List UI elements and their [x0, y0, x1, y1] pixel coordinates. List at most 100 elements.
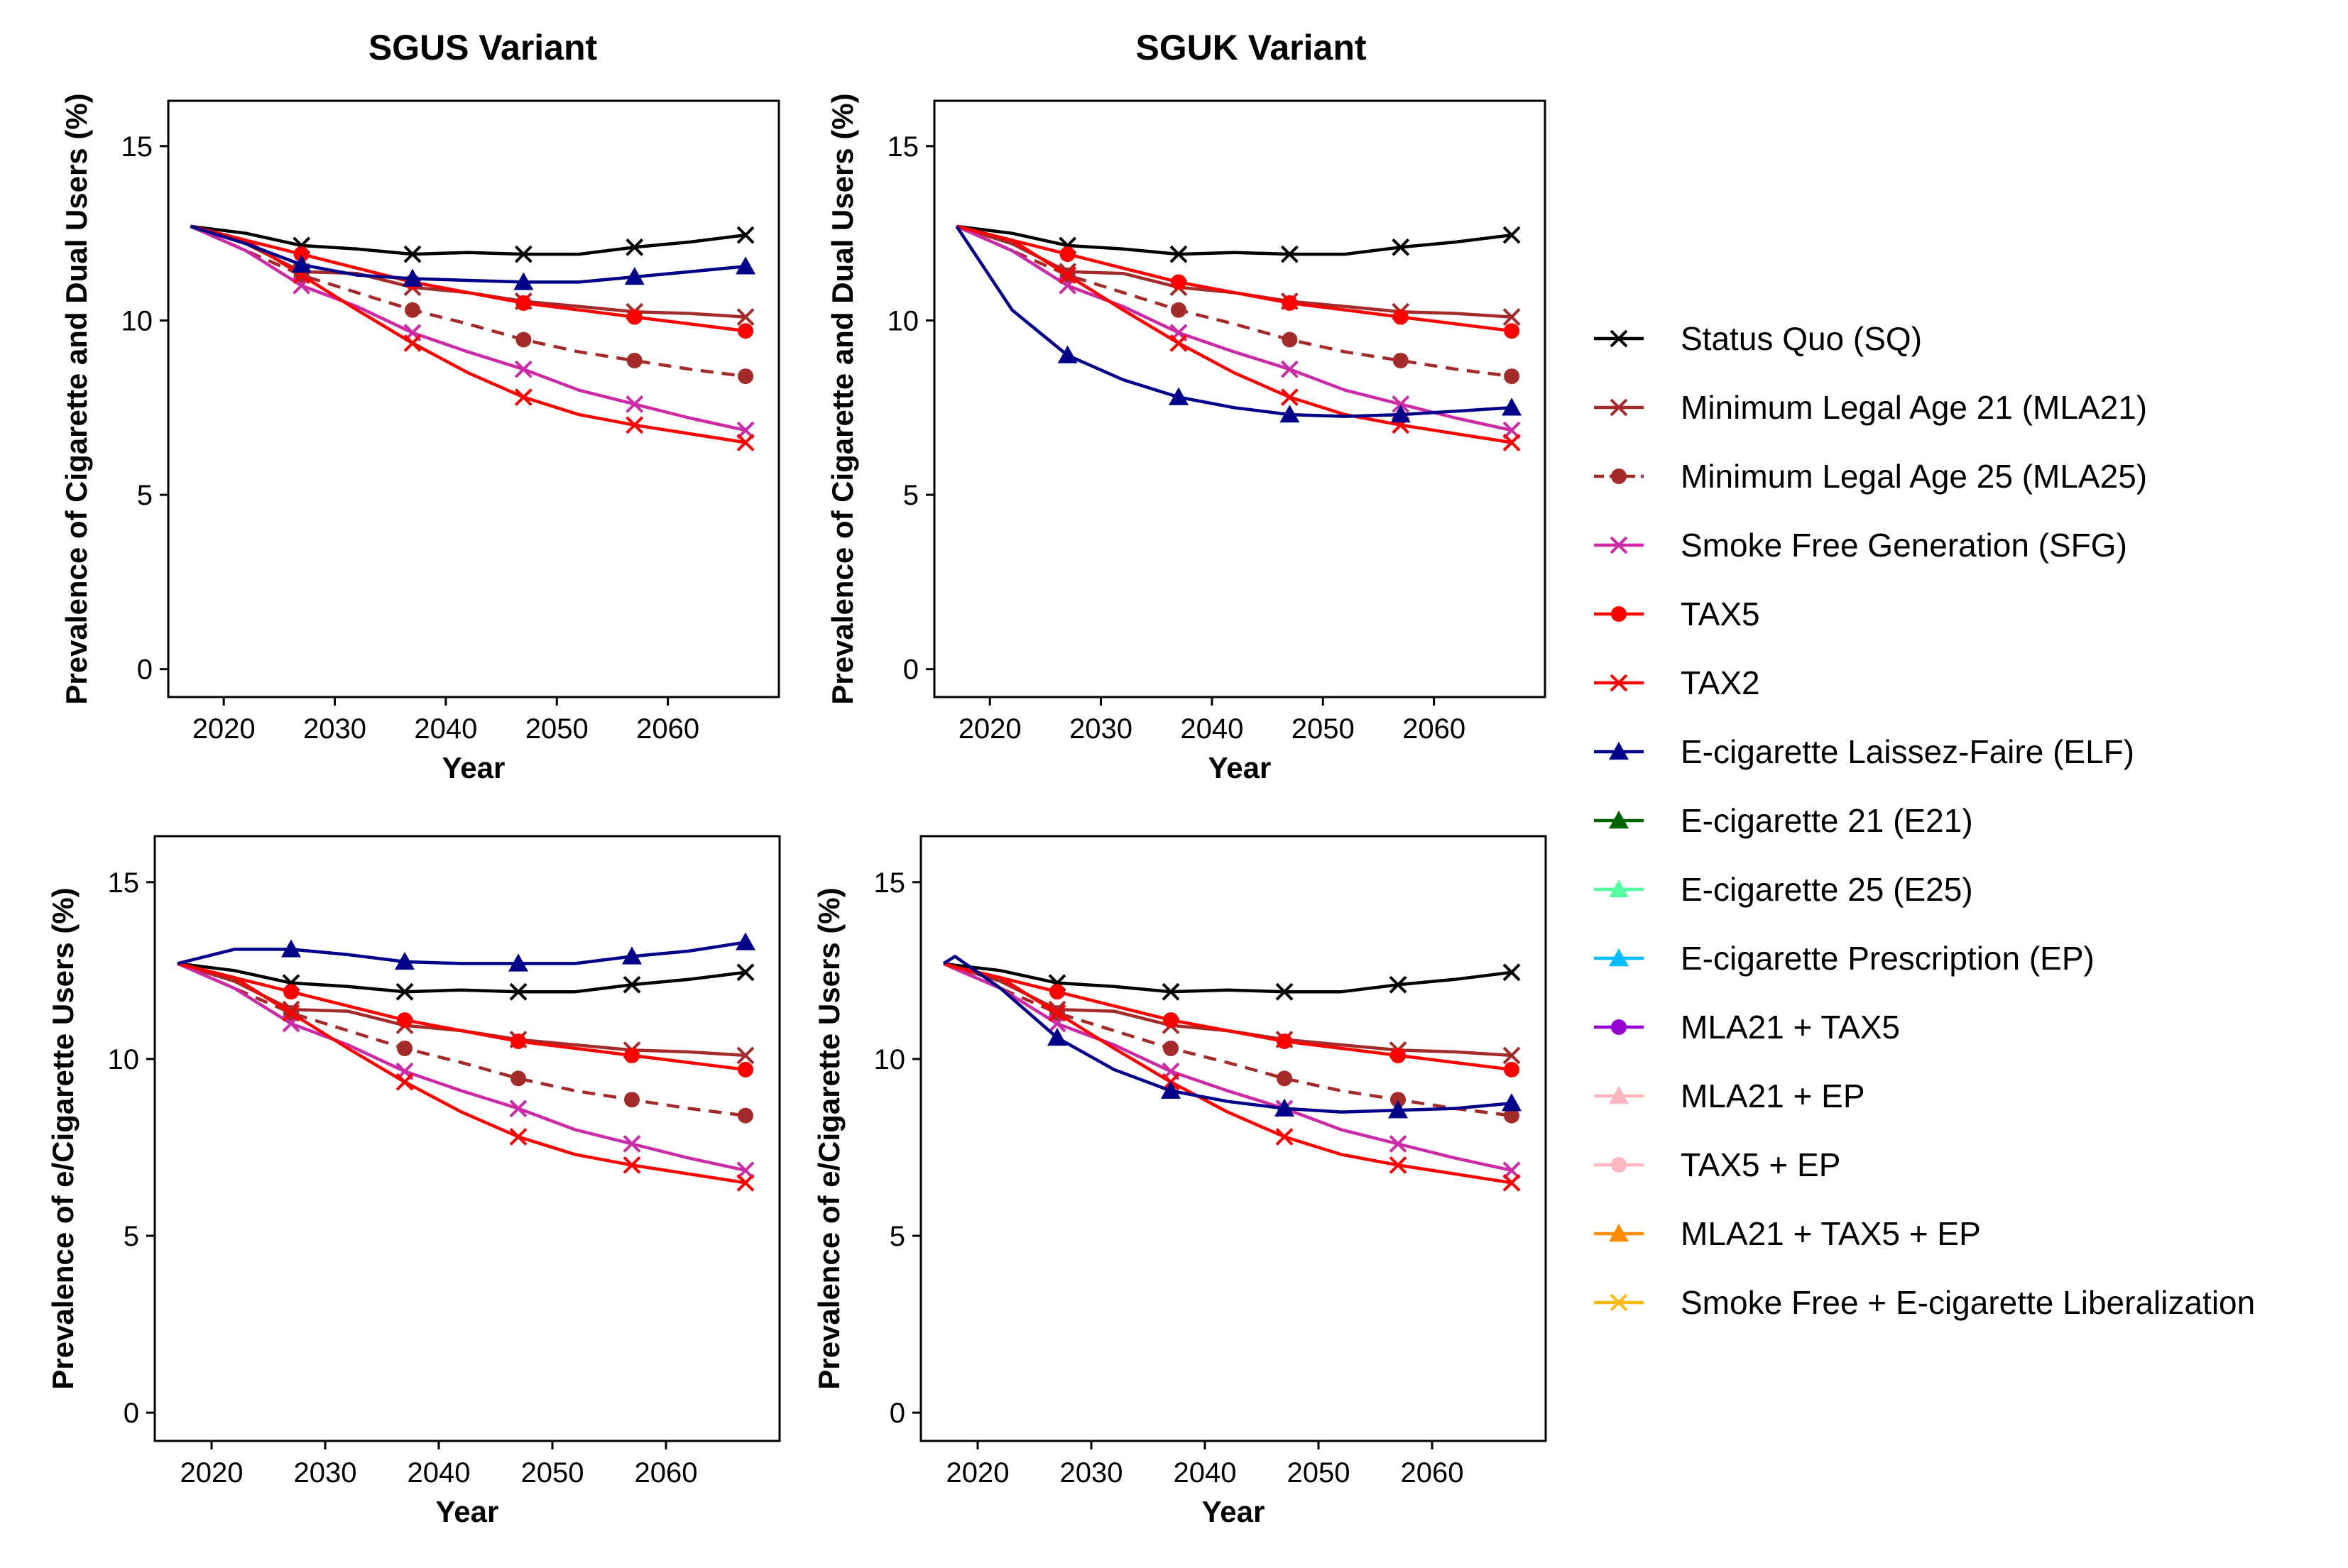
legend-label: Minimum Legal Age 25 (MLA25) [1681, 458, 2147, 495]
legend-item: TAX5 [1594, 596, 1760, 632]
data-point [1275, 1128, 1294, 1146]
data-point [623, 1135, 641, 1153]
data-point [1389, 1156, 1407, 1174]
data-point [514, 360, 533, 378]
x-tick-label: 2050 [521, 1457, 584, 1488]
plot-frame [153, 835, 781, 1442]
data-point [514, 245, 533, 263]
data-point [626, 395, 644, 413]
x-tick-label: 2030 [294, 1457, 357, 1488]
x-tick-label: 2060 [1402, 713, 1465, 745]
x-tick-label: 2030 [1069, 713, 1132, 745]
legend-item: MLA21 + TAX5 + EP [1594, 1215, 1981, 1252]
series-line [956, 224, 1512, 444]
panel-title: SGUS Variant [368, 28, 598, 67]
data-point [293, 246, 310, 263]
series-line [943, 962, 1512, 1058]
data-point [1502, 1046, 1521, 1065]
data-point [1277, 1070, 1292, 1087]
x-tick-label: 2060 [636, 713, 699, 745]
y-tick-label: 0 [124, 1398, 139, 1429]
x-tick-label: 2030 [1060, 1457, 1123, 1488]
legend-item: Status Quo (SQ) [1594, 320, 1922, 357]
legend-item: E-cigarette 25 (E25) [1594, 871, 1973, 908]
data-point [624, 267, 645, 285]
data-point [1502, 308, 1521, 326]
data-point [1057, 345, 1078, 363]
data-point [1504, 1061, 1519, 1078]
data-point [513, 272, 534, 290]
series-line [943, 962, 1512, 1172]
series-line [956, 224, 1512, 432]
series-line [177, 962, 746, 1172]
legend-item: Minimum Legal Age 21 (MLA21) [1594, 389, 2147, 426]
x-tick-label: 2030 [303, 713, 366, 745]
series-line [942, 955, 1512, 1114]
legend-item: TAX2 [1594, 664, 1760, 701]
data-point [515, 331, 532, 348]
series-line [177, 962, 746, 1072]
x-tick-label: 2050 [1292, 713, 1355, 745]
data-point [1171, 274, 1186, 290]
panel-sguk-ecigarette: 0 5 10 15 2020 2030 2040 2050 2060 Year Prevalence… [812, 835, 1547, 1528]
x-tick-label: 2020 [946, 1457, 1010, 1488]
y-tick-label: 10 [108, 1044, 140, 1075]
data-point [1163, 1040, 1179, 1056]
legend-marker-x [1610, 1293, 1628, 1312]
data-point [1502, 226, 1521, 244]
legend-label: E-cigarette Laissez-Faire (ELF) [1681, 733, 2134, 770]
data-point [1390, 1047, 1406, 1063]
y-tick-label: 10 [888, 305, 919, 336]
series-status-quo-sq [956, 224, 1521, 263]
series-line [190, 224, 746, 256]
x-tick-label: 2060 [1401, 1457, 1464, 1488]
data-point [395, 982, 414, 1001]
data-point [1392, 238, 1410, 256]
data-point [282, 1004, 300, 1022]
y-axis-title: Prevalence of e/Cigarette Users (%) [812, 887, 846, 1389]
y-tick-label: 10 [874, 1044, 906, 1075]
x-tick-label: 2040 [414, 713, 477, 745]
plot-frame [919, 835, 1547, 1442]
data-point [736, 226, 755, 244]
data-point [1392, 352, 1409, 368]
data-point [1059, 266, 1077, 285]
data-point [1275, 982, 1294, 1001]
data-point [624, 1047, 640, 1063]
series-line [190, 224, 746, 432]
y-tick-label: 10 [121, 305, 153, 336]
data-point [1502, 433, 1521, 451]
legend-marker-triangle [1609, 1224, 1629, 1242]
data-point [738, 1107, 753, 1124]
series-line [956, 224, 1512, 256]
data-point [1161, 1080, 1181, 1099]
plot-frame [167, 99, 780, 698]
data-point [281, 939, 301, 958]
legend-marker-x [1610, 398, 1628, 417]
x-tick-label: 2040 [1180, 713, 1243, 745]
series-e-cigarette-laissez-faire-elf [190, 224, 756, 290]
panel-sguk-cigarette-dual: SGUK Variant 0 5 10 15 2020 2030 2040 2050 2060 Ye… [826, 28, 1546, 784]
series-tax5 [177, 962, 753, 1078]
series-e-cigarette-laissez-faire-elf [177, 932, 755, 972]
y-tick-label: 5 [124, 1221, 139, 1252]
data-point [1388, 1100, 1408, 1119]
data-point [397, 1040, 413, 1056]
x-tick-label: 2060 [635, 1457, 698, 1488]
legend-label: MLA21 + TAX5 + EP [1681, 1215, 1981, 1252]
legend-marker-x [1610, 674, 1628, 692]
data-point [736, 308, 755, 326]
series-line [177, 962, 746, 1117]
data-point [509, 1128, 528, 1146]
legend-item: Minimum Legal Age 25 (MLA25) [1594, 458, 2147, 495]
data-point [405, 302, 420, 318]
legend-label: E-cigarette 21 (E21) [1681, 802, 1973, 839]
legend-label: MLA21 + TAX5 [1681, 1009, 1900, 1046]
series-line [190, 224, 746, 444]
series-line [956, 224, 1512, 333]
y-tick-label: 0 [890, 1398, 905, 1429]
legend-marker-circle [1611, 468, 1627, 484]
data-point [1502, 1173, 1521, 1192]
